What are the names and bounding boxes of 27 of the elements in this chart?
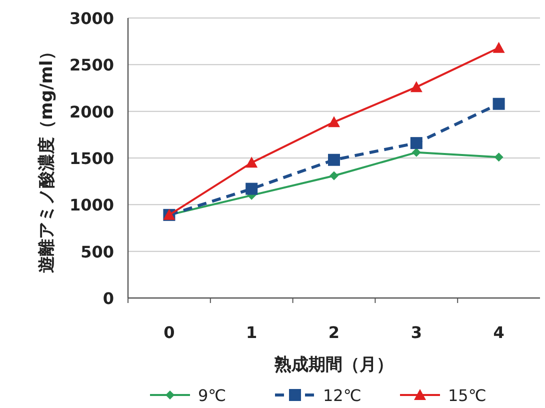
point [410, 81, 422, 92]
y-tick-label: 3000 [69, 9, 114, 28]
x-tick-label: 2 [328, 323, 340, 342]
y-tick-label: 1500 [69, 149, 114, 168]
y-tick-label: 1000 [69, 196, 114, 215]
y-tick-label: 500 [80, 242, 114, 262]
y-tick-label: 2000 [69, 102, 114, 122]
x-tick-label: 3 [410, 323, 422, 342]
point [328, 154, 340, 166]
point [492, 98, 505, 110]
y-tick-label: 2500 [69, 56, 114, 75]
point [492, 42, 505, 53]
x-axis-title: 熟成期間（月） [274, 355, 394, 375]
point [328, 116, 340, 128]
legend-label: 12℃ [323, 386, 362, 405]
x-tick-label: 0 [164, 323, 175, 342]
point [246, 182, 258, 195]
y-axis-title: 遊離アミノ酸濃度（mg/ml） [37, 43, 57, 273]
point [410, 137, 422, 150]
legend-label: 15℃ [448, 386, 486, 405]
y-tick-label: 0 [102, 289, 114, 308]
point [494, 152, 504, 162]
point [330, 171, 338, 180]
point [246, 156, 258, 168]
x-tick-label: 1 [246, 323, 258, 342]
x-tick-label: 4 [493, 323, 504, 342]
legend-label: 9℃ [198, 386, 226, 405]
